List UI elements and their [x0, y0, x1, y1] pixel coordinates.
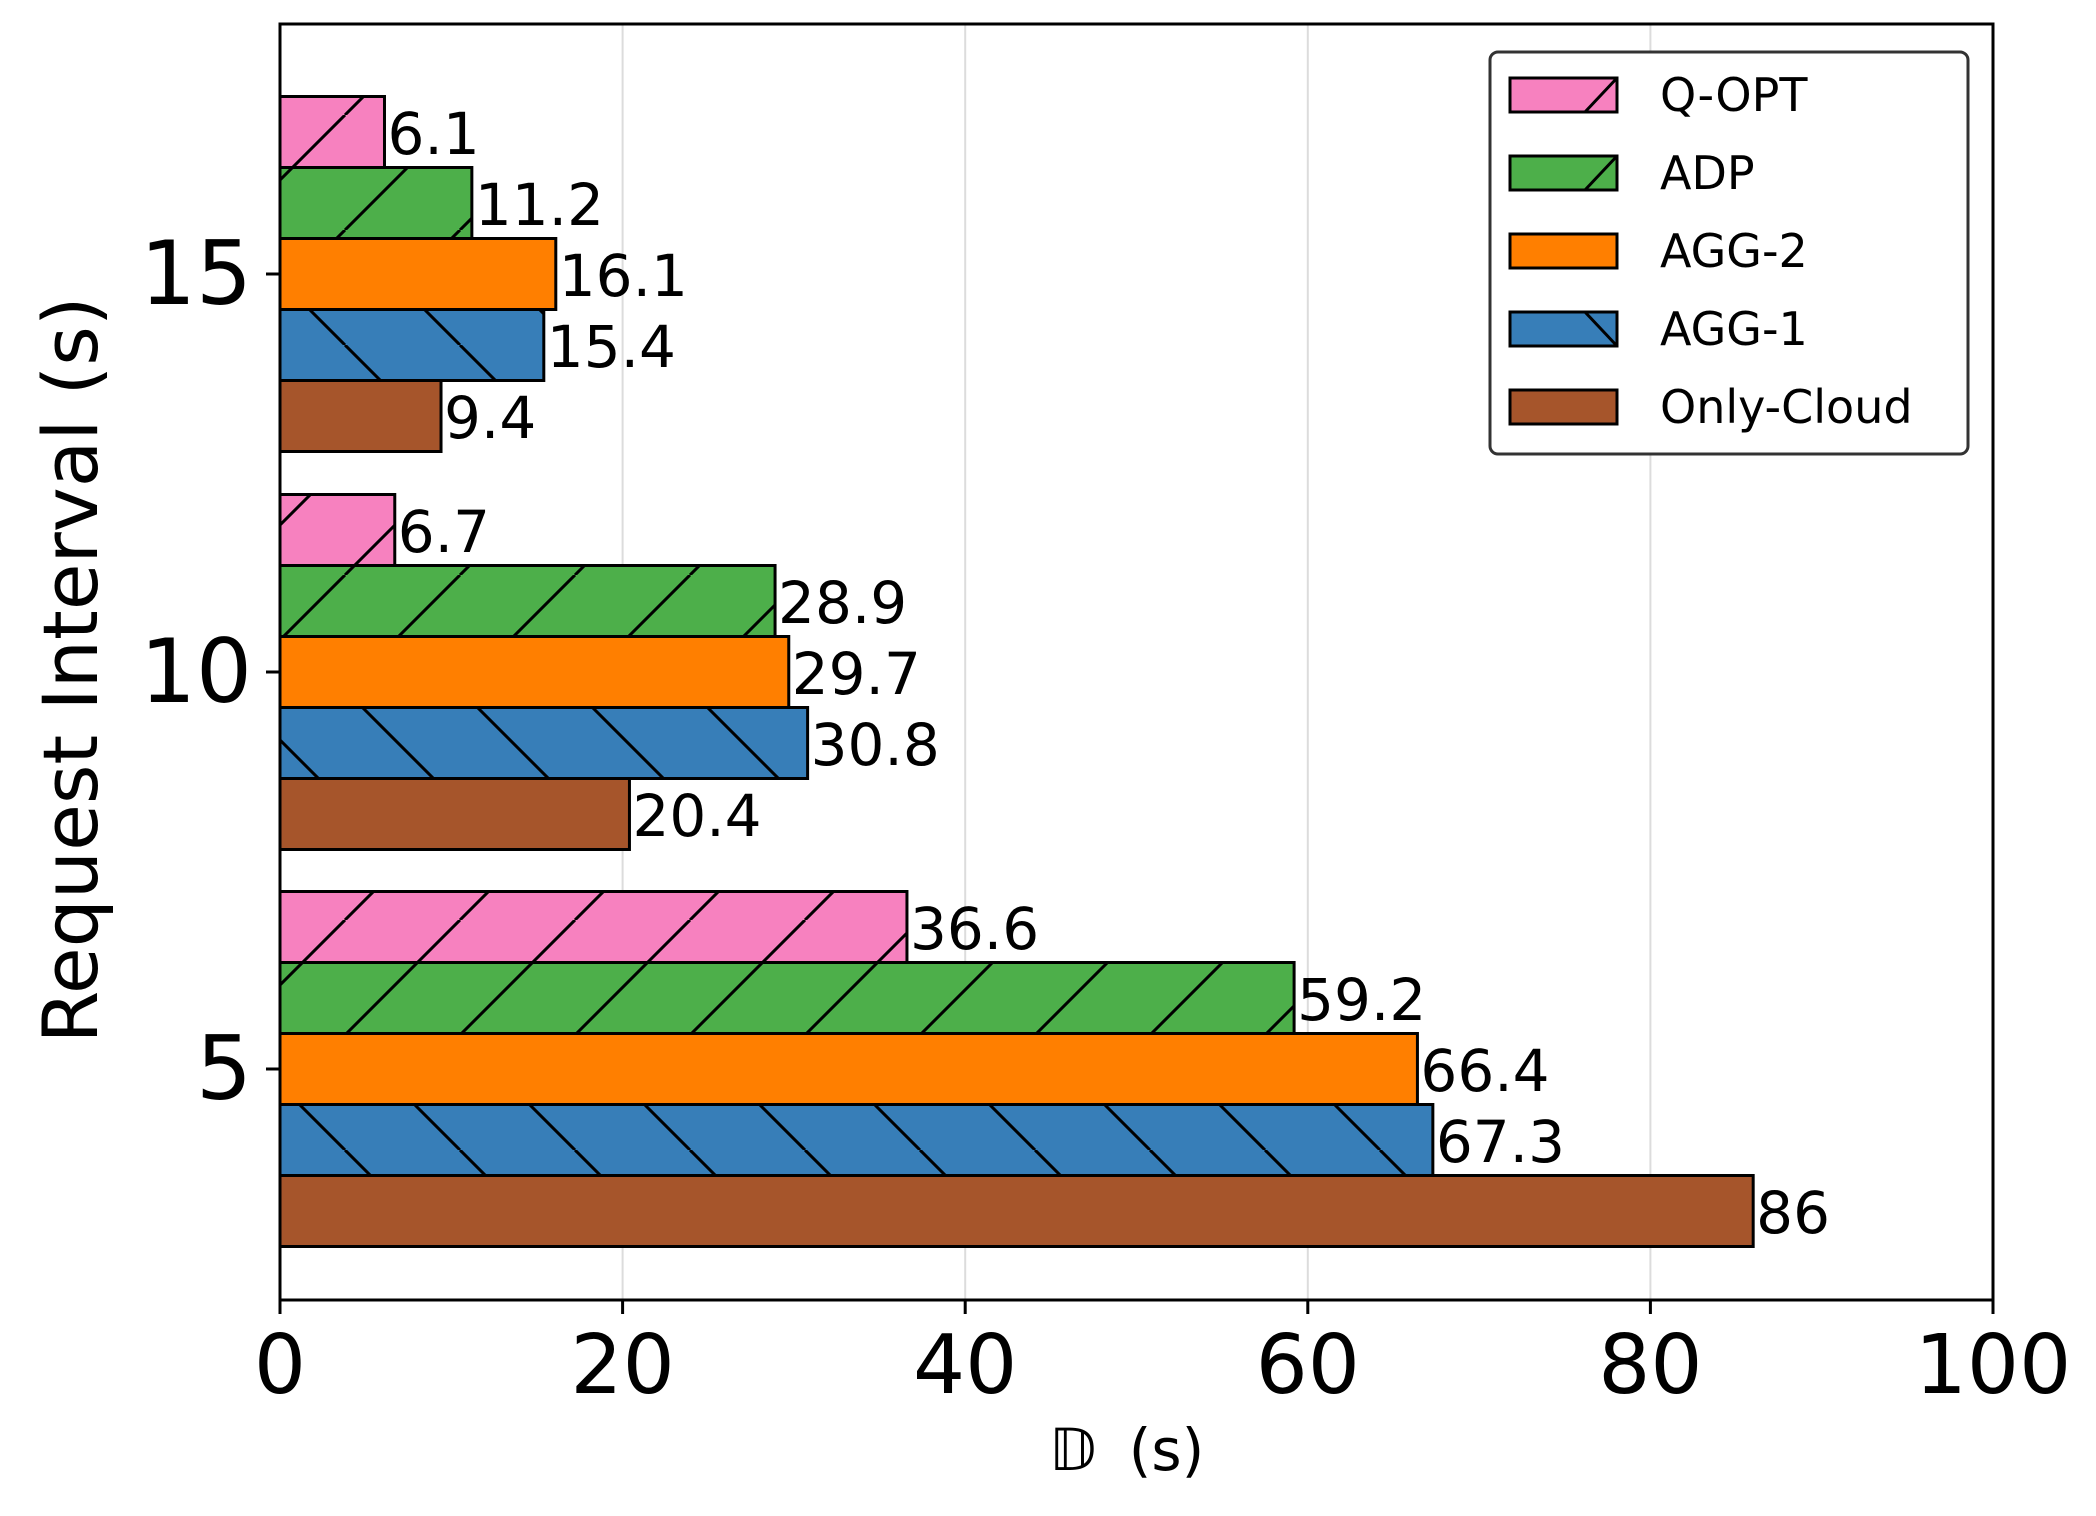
- x-tick-label: 80: [1598, 1318, 1702, 1413]
- bar-hatch-agg-1: [280, 309, 544, 381]
- legend-label-only-cloud: Only-Cloud: [1660, 380, 1913, 434]
- bar-hatch-q-opt: [280, 891, 907, 963]
- legend-hatch: [1583, 154, 1619, 192]
- x-tick-label: 20: [570, 1318, 674, 1413]
- axis-ticks: 0 20 40 60 80 100 5 10 15: [140, 222, 2071, 1413]
- legend-hatch: [1583, 76, 1619, 114]
- value-label-only-cloud: 20.4: [632, 782, 761, 850]
- x-tick-label: 60: [1256, 1318, 1360, 1413]
- legend-label-agg-1: AGG-1: [1660, 302, 1808, 356]
- y-tick-label: 15: [140, 222, 252, 325]
- bar-hatch-agg-1: [280, 1104, 1433, 1176]
- value-labels: 86 67.366.459.2 36.6 20.4 30.829.728.9 6.7 9.4…: [387, 100, 1829, 1247]
- bar-hatch-q-opt: [280, 494, 395, 566]
- value-label-agg-2: 29.7: [792, 640, 921, 708]
- x-axis-symbol: 𝔻: [1049, 1416, 1097, 1484]
- legend-label-agg-2: AGG-2: [1660, 224, 1808, 278]
- bar-only-cloud: [278, 1174, 1755, 1248]
- legend-label-q-opt: Q-OPT: [1660, 68, 1808, 122]
- x-axis-unit: (s): [1129, 1416, 1204, 1484]
- bar-hatch-adp: [280, 962, 1295, 1034]
- x-tick-label: 40: [913, 1318, 1017, 1413]
- value-label-only-cloud: 86: [1756, 1179, 1830, 1247]
- x-axis-title: 𝔻 (s): [1049, 1416, 1204, 1484]
- bar-only-cloud: [278, 379, 443, 453]
- value-label-agg-1: 15.4: [547, 313, 676, 381]
- plot-frame: [278, 22, 1995, 1302]
- value-label-only-cloud: 9.4: [444, 384, 536, 452]
- legend-frame: [1488, 50, 1970, 456]
- bar-hatch-adp: [280, 565, 776, 637]
- value-label-adp: 11.2: [475, 171, 604, 239]
- y-tick-label: 5: [196, 1017, 252, 1120]
- value-label-adp: 28.9: [778, 569, 907, 637]
- legend-hatch: [1583, 310, 1619, 348]
- value-label-agg-2: 66.4: [1420, 1037, 1549, 1105]
- y-axis-title: Request Interval (s): [26, 297, 115, 1044]
- x-tick-label: 0: [254, 1318, 306, 1413]
- x-tick-label: 100: [1915, 1318, 2072, 1413]
- value-label-agg-1: 30.8: [811, 711, 940, 779]
- value-label-q-opt: 36.6: [910, 895, 1039, 963]
- value-label-adp: 59.2: [1297, 966, 1426, 1034]
- bar-hatch-adp: [280, 167, 472, 239]
- bar-agg-2: [278, 1032, 1419, 1106]
- legend: Q-OPT ADP AGG-2 AGG-1 Only-Cloud: [1488, 50, 1970, 456]
- legend-label-adp: ADP: [1660, 146, 1755, 200]
- legend-swatch-only-cloud: [1508, 388, 1619, 426]
- value-label-agg-1: 67.3: [1436, 1108, 1565, 1176]
- value-label-q-opt: 6.1: [387, 100, 479, 168]
- legend-swatch-agg-2: [1508, 232, 1619, 270]
- value-label-agg-2: 16.1: [559, 242, 688, 310]
- bars: [278, 95, 1755, 1248]
- bar-agg-2: [278, 237, 558, 311]
- bar-hatch-q-opt: [280, 96, 385, 168]
- y-tick-label: 10: [140, 620, 252, 723]
- bar-hatch-agg-1: [280, 707, 808, 779]
- bar-only-cloud: [278, 777, 631, 851]
- value-label-q-opt: 6.7: [398, 498, 490, 566]
- bar-agg-2: [278, 635, 791, 709]
